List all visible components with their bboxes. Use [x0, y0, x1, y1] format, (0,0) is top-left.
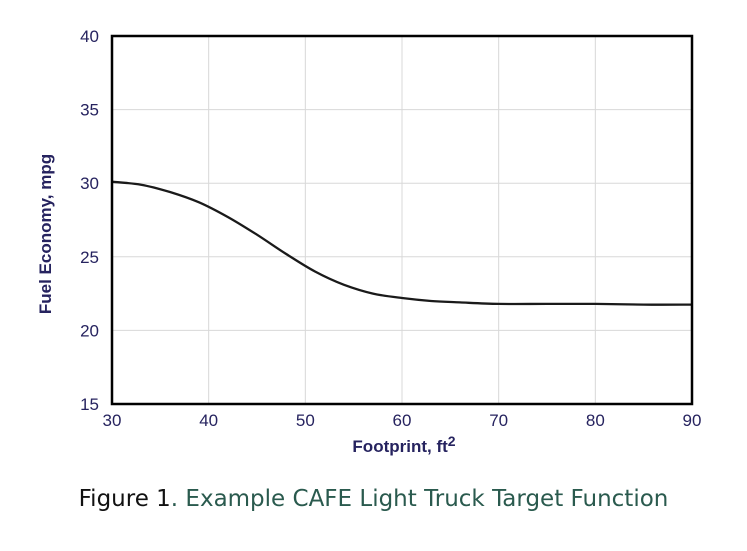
- x-tick-label: 90: [683, 411, 702, 430]
- y-tick-labels: 15 20 25 30 35 40: [80, 27, 99, 414]
- figure-number: Figure 1: [78, 486, 171, 512]
- chart: 30 40 50 60 70 80 90 15 20 25 30 35 40 Footprint, f…: [36, 27, 702, 456]
- figure-caption: Figure 1. Example CAFE Light Truck Targe…: [0, 486, 747, 512]
- y-tick-label: 25: [80, 248, 99, 267]
- x-axis-title-text: Footprint, ft: [352, 437, 448, 456]
- y-tick-label: 20: [80, 321, 99, 340]
- x-tick-label: 70: [489, 411, 508, 430]
- series-line: [111, 180, 693, 306]
- plot-frame: [110, 34, 694, 406]
- x-tick-labels: 30 40 50 60 70 80 90: [103, 411, 702, 430]
- x-tick-label: 50: [296, 411, 315, 430]
- y-tick-label: 30: [80, 174, 99, 193]
- x-tick-label: 40: [199, 411, 218, 430]
- grid-lines: [111, 35, 693, 405]
- x-axis-title: Footprint, ft2: [352, 433, 455, 456]
- x-tick-label: 80: [586, 411, 605, 430]
- figure-caption-text: . Example CAFE Light Truck Target Functi…: [170, 486, 669, 512]
- y-axis-title: Fuel Economy, mpg: [36, 154, 55, 314]
- y-tick-label: 35: [80, 101, 99, 120]
- series-layer: [111, 180, 693, 306]
- y-tick-label: 40: [80, 27, 99, 46]
- x-tick-label: 60: [393, 411, 412, 430]
- x-tick-label: 30: [103, 411, 122, 430]
- x-axis-title-superscript: 2: [448, 433, 456, 449]
- y-tick-label: 15: [80, 395, 99, 414]
